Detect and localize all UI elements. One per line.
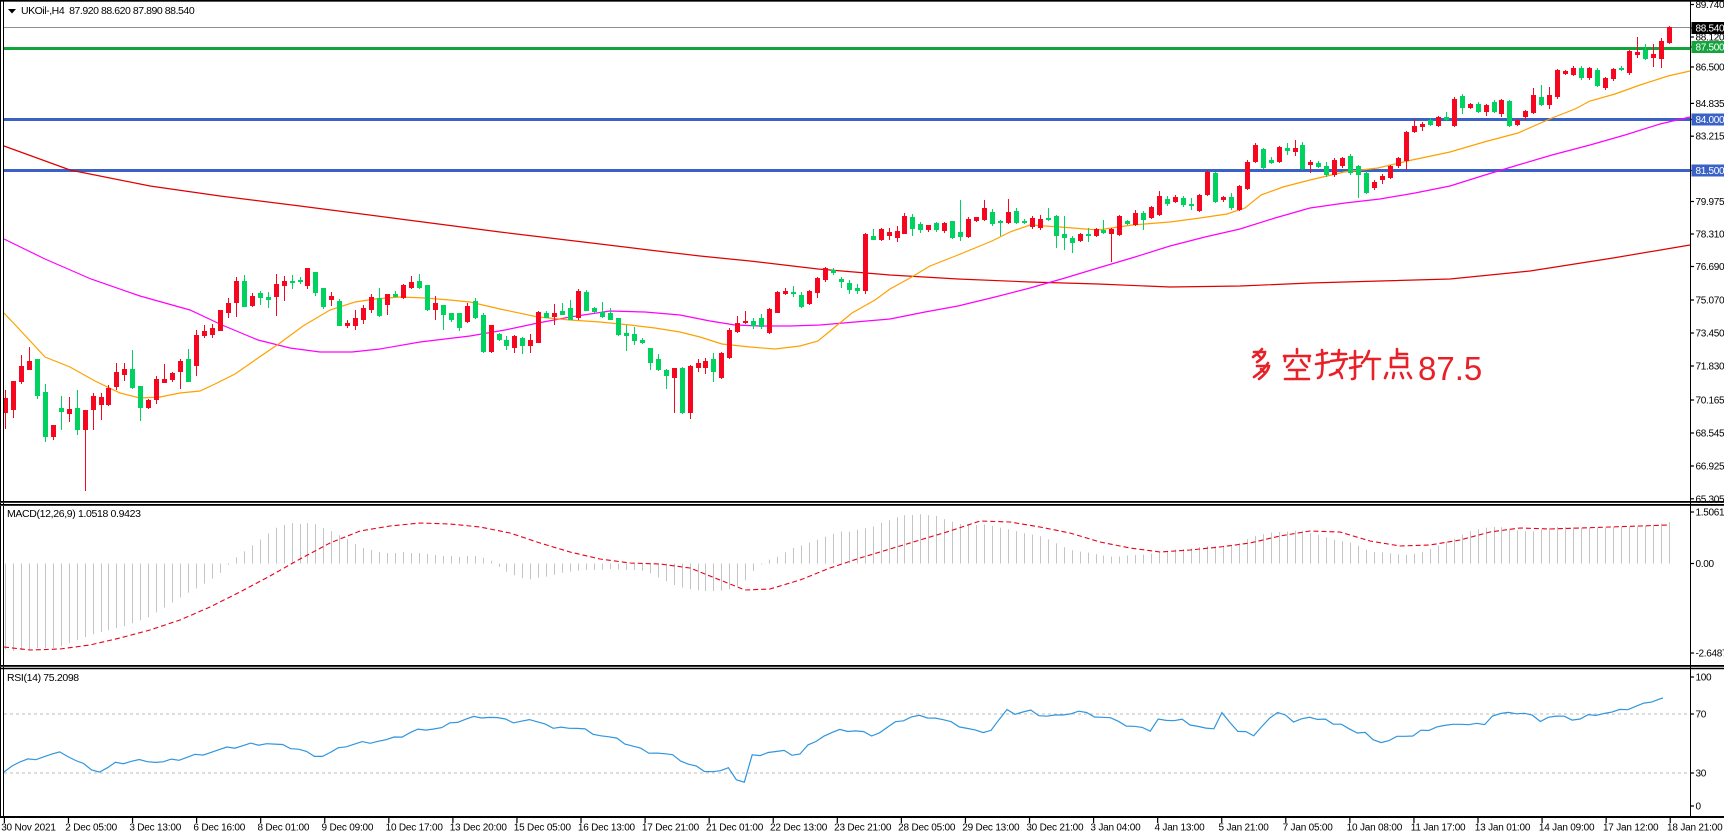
svg-text:66.925: 66.925: [1696, 462, 1724, 473]
svg-text:23 Dec 21:00: 23 Dec 21:00: [834, 823, 892, 834]
svg-text:29 Dec 13:00: 29 Dec 13:00: [962, 823, 1020, 834]
svg-text:13 Jan 01:00: 13 Jan 01:00: [1475, 823, 1531, 834]
svg-text:84.000: 84.000: [1696, 115, 1724, 126]
svg-text:3 Dec 13:00: 3 Dec 13:00: [129, 823, 181, 834]
svg-text:15 Dec 05:00: 15 Dec 05:00: [514, 823, 572, 834]
svg-text:79.975: 79.975: [1696, 197, 1724, 208]
svg-text:MACD(12,26,9) 1.0518 0.9423: MACD(12,26,9) 1.0518 0.9423: [7, 508, 141, 520]
svg-text:11 Jan 17:00: 11 Jan 17:00: [1411, 823, 1466, 834]
svg-text:17 Dec 21:00: 17 Dec 21:00: [642, 823, 700, 834]
svg-text:78.310: 78.310: [1696, 230, 1724, 241]
svg-text:16 Dec 13:00: 16 Dec 13:00: [578, 823, 636, 834]
svg-text:88.540: 88.540: [1696, 24, 1724, 35]
svg-text:0: 0: [1696, 802, 1702, 813]
svg-text:76.690: 76.690: [1696, 262, 1724, 273]
svg-text:2 Dec 05:00: 2 Dec 05:00: [65, 823, 117, 834]
svg-text:81.500: 81.500: [1696, 166, 1724, 177]
svg-text:RSI(14) 75.2098: RSI(14) 75.2098: [7, 672, 79, 684]
svg-text:3 Jan 04:00: 3 Jan 04:00: [1090, 823, 1141, 834]
svg-text:6 Dec 16:00: 6 Dec 16:00: [193, 823, 245, 834]
svg-text:17 Jan 12:00: 17 Jan 12:00: [1603, 823, 1659, 834]
svg-text:14 Jan 09:00: 14 Jan 09:00: [1539, 823, 1595, 834]
svg-text:75.070: 75.070: [1696, 296, 1724, 307]
svg-text:21 Dec 01:00: 21 Dec 01:00: [706, 823, 764, 834]
svg-text:70.165: 70.165: [1696, 396, 1724, 407]
svg-text:68.545: 68.545: [1696, 429, 1724, 440]
svg-text:13 Dec 20:00: 13 Dec 20:00: [450, 823, 508, 834]
svg-text:10 Dec 17:00: 10 Dec 17:00: [386, 823, 444, 834]
svg-text:87.5: 87.5: [1418, 350, 1482, 387]
svg-text:-2.6487: -2.6487: [1696, 649, 1724, 660]
svg-text:89.740: 89.740: [1696, 0, 1724, 11]
svg-text:0.00: 0.00: [1696, 559, 1715, 570]
svg-text:UKOil-,H4 87.920 88.620 87.89: UKOil-,H4 87.920 88.620 87.890 88.540: [21, 5, 195, 17]
svg-text:10 Jan 08:00: 10 Jan 08:00: [1347, 823, 1403, 834]
svg-text:30 Nov 2021: 30 Nov 2021: [1, 823, 56, 834]
svg-text:71.830: 71.830: [1696, 362, 1724, 373]
svg-text:88.120: 88.120: [1696, 33, 1724, 44]
svg-text:65.305: 65.305: [1696, 494, 1724, 505]
svg-text:87.500: 87.500: [1696, 43, 1724, 54]
svg-text:30 Dec 21:00: 30 Dec 21:00: [1026, 823, 1084, 834]
svg-text:100: 100: [1696, 673, 1713, 684]
svg-text:1.5061: 1.5061: [1696, 508, 1724, 519]
svg-text:7 Jan 05:00: 7 Jan 05:00: [1283, 823, 1334, 834]
svg-text:70: 70: [1696, 710, 1707, 721]
svg-text:28 Dec 05:00: 28 Dec 05:00: [898, 823, 956, 834]
svg-text:83.215: 83.215: [1696, 132, 1724, 143]
svg-text:9 Dec 09:00: 9 Dec 09:00: [322, 823, 374, 834]
svg-text:5 Jan 21:00: 5 Jan 21:00: [1219, 823, 1270, 834]
svg-text:30: 30: [1696, 769, 1707, 780]
svg-text:8 Dec 01:00: 8 Dec 01:00: [257, 823, 309, 834]
svg-text:18 Jan 21:00: 18 Jan 21:00: [1667, 823, 1723, 834]
svg-text:86.500: 86.500: [1696, 63, 1724, 74]
svg-text:22 Dec 13:00: 22 Dec 13:00: [770, 823, 828, 834]
svg-text:84.835: 84.835: [1696, 99, 1724, 110]
svg-text:73.450: 73.450: [1696, 329, 1724, 340]
svg-text:4 Jan 13:00: 4 Jan 13:00: [1154, 823, 1205, 834]
